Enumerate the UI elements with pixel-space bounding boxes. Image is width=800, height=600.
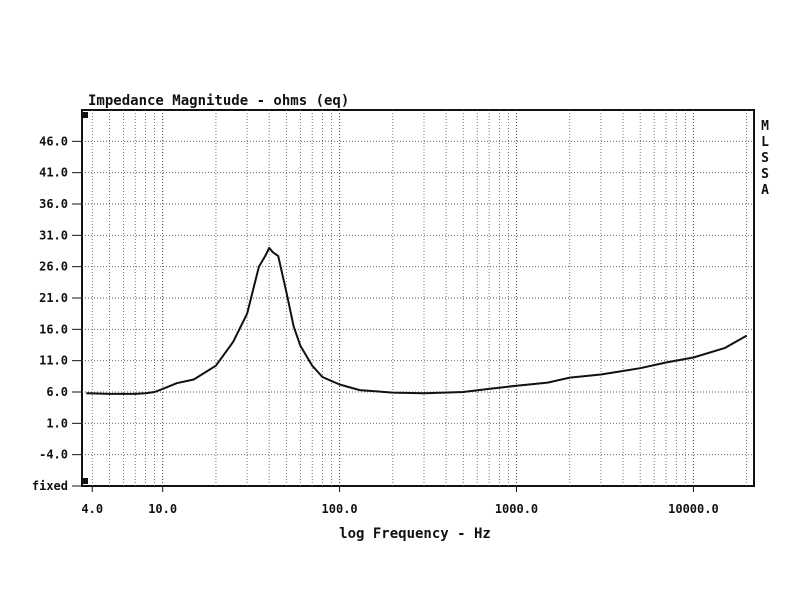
x-tick-label: 10000.0 (668, 502, 719, 516)
y-tick-label: 16.0 (39, 322, 68, 336)
y-tick-label: fixed (32, 479, 68, 493)
y-tick-label: 41.0 (39, 166, 68, 180)
x-tick-labels: 4.0 10.0 100.0 1000.0 10000.0 (81, 486, 719, 516)
y-tick-label: -4.0 (39, 448, 68, 462)
frame-corner-bottom (83, 478, 88, 484)
y-tick-label: 21.0 (39, 291, 68, 305)
y-tick-label: 6.0 (46, 385, 68, 399)
x-axis-label: log Frequency - Hz (339, 526, 491, 542)
side-label-char: M (761, 119, 769, 134)
side-label-char: S (761, 167, 769, 182)
y-tick-label: 31.0 (39, 228, 68, 242)
y-tick-label: 36.0 (39, 197, 68, 211)
frame-corner-top (83, 112, 88, 118)
chart-title: Impedance Magnitude - ohms (eq) (88, 93, 349, 109)
grid-lines (82, 110, 754, 486)
side-label-char: A (761, 183, 769, 198)
y-tick-label: 26.0 (39, 260, 68, 274)
y-tick-label: 46.0 (39, 134, 68, 148)
y-tick-labels: 46.0 41.0 36.0 31.0 26.0 21.0 16.0 11.0 6.0 1.0 -4… (32, 134, 82, 493)
side-label-char: S (761, 151, 769, 166)
x-tick-label: 1000.0 (495, 502, 538, 516)
side-label-char: L (761, 135, 769, 150)
x-tick-label: 10.0 (148, 502, 177, 516)
x-tick-label: 4.0 (81, 502, 103, 516)
y-tick-label: 11.0 (39, 354, 68, 368)
y-tick-label: 1.0 (46, 416, 68, 430)
impedance-curve (86, 246, 748, 395)
x-tick-label: 100.0 (322, 502, 358, 516)
